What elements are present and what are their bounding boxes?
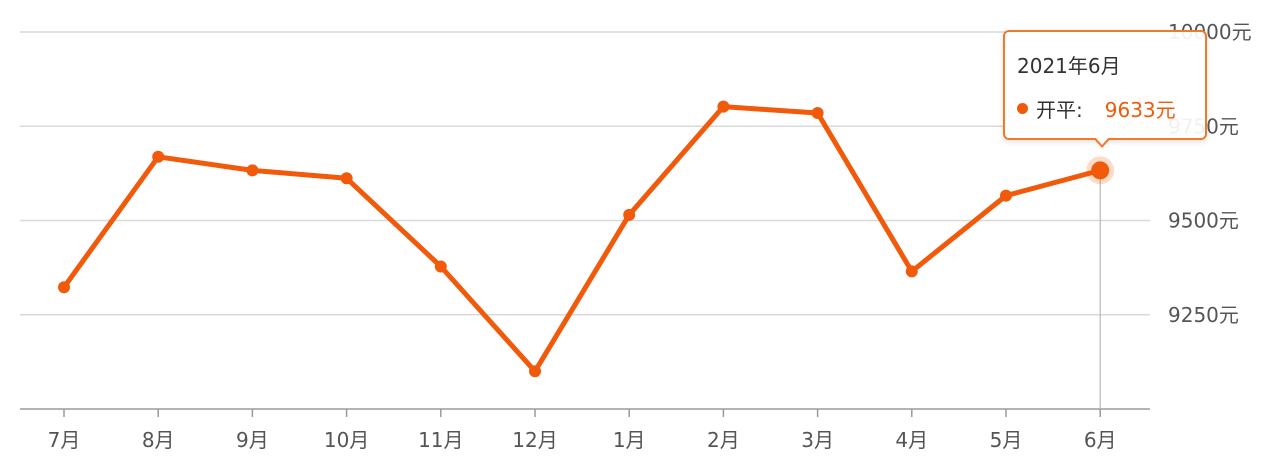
x-tick-label: 7月 bbox=[48, 428, 81, 452]
data-point bbox=[58, 281, 70, 294]
tooltip-caret-inner bbox=[1095, 137, 1109, 145]
data-point-highlighted bbox=[1091, 161, 1110, 180]
x-tick-label: 5月 bbox=[990, 428, 1023, 452]
series-line-kaiping bbox=[61, 104, 1103, 374]
tooltip-series-name: 开平: bbox=[1036, 98, 1083, 122]
x-tick-label: 6月 bbox=[1084, 428, 1117, 452]
x-tick-label: 1月 bbox=[613, 428, 646, 452]
x-axis-labels: 7月 8月 9月 10月 11月 12月 1月 2月 3月 4月 5月 6月 bbox=[48, 428, 1117, 452]
data-point bbox=[811, 107, 824, 120]
data-point bbox=[1000, 189, 1012, 202]
x-tick-label: 11月 bbox=[418, 428, 463, 452]
data-point bbox=[434, 260, 447, 273]
x-tick-label: 4月 bbox=[895, 428, 928, 452]
y-tick-label: 9500元 bbox=[1168, 209, 1239, 233]
y-tick-label: 9250元 bbox=[1168, 303, 1239, 327]
series-dot-icon bbox=[1017, 103, 1028, 114]
data-point bbox=[529, 365, 541, 378]
tooltip-value: 9633元 bbox=[1104, 98, 1176, 122]
x-axis bbox=[20, 408, 1150, 417]
grid-lines bbox=[20, 31, 1150, 316]
x-tick-label: 3月 bbox=[801, 428, 834, 452]
data-point bbox=[623, 208, 636, 221]
x-tick-label: 9月 bbox=[236, 428, 269, 452]
x-tick-label: 8月 bbox=[142, 428, 175, 452]
data-point bbox=[152, 150, 165, 163]
x-tick-label: 12月 bbox=[512, 428, 557, 452]
data-point bbox=[717, 100, 730, 113]
data-points bbox=[58, 100, 1115, 378]
data-point bbox=[246, 164, 259, 177]
tooltip: 2021年6月 开平: 9633元 bbox=[1003, 30, 1207, 148]
data-point bbox=[905, 265, 918, 278]
x-tick-label: 2月 bbox=[707, 428, 740, 452]
tooltip-row: 开平: 9633元 bbox=[1017, 94, 1176, 123]
data-point bbox=[340, 172, 353, 185]
x-tick-label: 10月 bbox=[324, 428, 369, 452]
tooltip-title: 2021年6月 bbox=[1017, 54, 1121, 78]
